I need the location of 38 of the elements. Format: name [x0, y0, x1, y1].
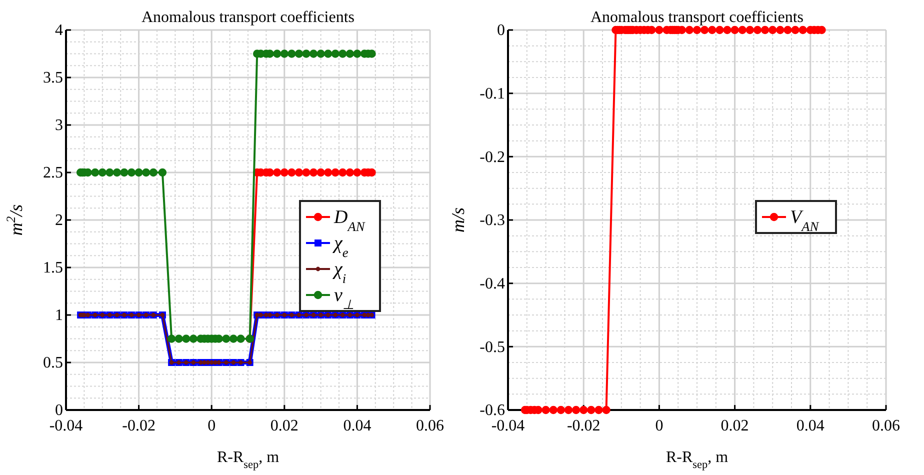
- x-tick-label: -0.02: [566, 418, 600, 435]
- x-tick-label: 0.06: [872, 418, 900, 435]
- y-axis-title: m/s: [448, 207, 468, 233]
- y-tick-label: 4: [55, 22, 63, 40]
- y-tick-label: 1: [55, 307, 63, 324]
- x-tick-label: 0.02: [270, 418, 298, 435]
- legend-label: χ$_{i}$: [332, 259, 346, 286]
- y-tick-label: 0: [497, 22, 505, 40]
- y-tick-label: 3.5: [43, 70, 63, 87]
- y-tick-label: -0.2: [480, 148, 505, 166]
- y-tick-label: 2.5: [43, 164, 63, 182]
- y-tick-label: -0.1: [480, 85, 505, 102]
- x-tick-label: -0.02: [122, 418, 156, 435]
- legend-label: ν$_{⊥}$: [334, 285, 354, 312]
- y-tick-label: 2: [55, 212, 63, 230]
- y-tick-label: -0.6: [480, 402, 505, 420]
- x-tick-label: 0: [655, 418, 664, 435]
- y-tick-label: 0.5: [43, 354, 63, 372]
- x-tick-label: 0.06: [416, 418, 444, 435]
- x-tick-label: 0.02: [720, 418, 749, 435]
- chart-title: Anomalous transport coefficients: [142, 9, 354, 26]
- x-axis-title: R-R$_{sep}$, m: [666, 449, 729, 471]
- x-tick-label: -0.04: [491, 418, 525, 435]
- y-tick-label: -0.4: [480, 275, 505, 292]
- legend-label: χ$_{e}$: [332, 233, 348, 260]
- y-tick-label: -0.3: [480, 212, 505, 230]
- x-tick-label: 0: [208, 418, 216, 435]
- x-axis-title: R-R$_{sep}$, m: [216, 449, 280, 471]
- y-tick-label: 3: [55, 117, 63, 134]
- x-tick-label: 0.04: [796, 418, 824, 435]
- y-tick-label: 0: [55, 402, 63, 420]
- legend-label: D$_{AN}$: [333, 207, 366, 234]
- x-tick-label: 0.04: [343, 418, 372, 435]
- y-tick-label: 1.5: [43, 260, 63, 277]
- chart-title: Anomalous transport coefficients: [590, 9, 804, 26]
- y-tick-label: -0.5: [480, 338, 505, 356]
- x-tick-label: -0.04: [49, 418, 83, 435]
- legend-label: V$_{AN}$: [790, 207, 820, 234]
